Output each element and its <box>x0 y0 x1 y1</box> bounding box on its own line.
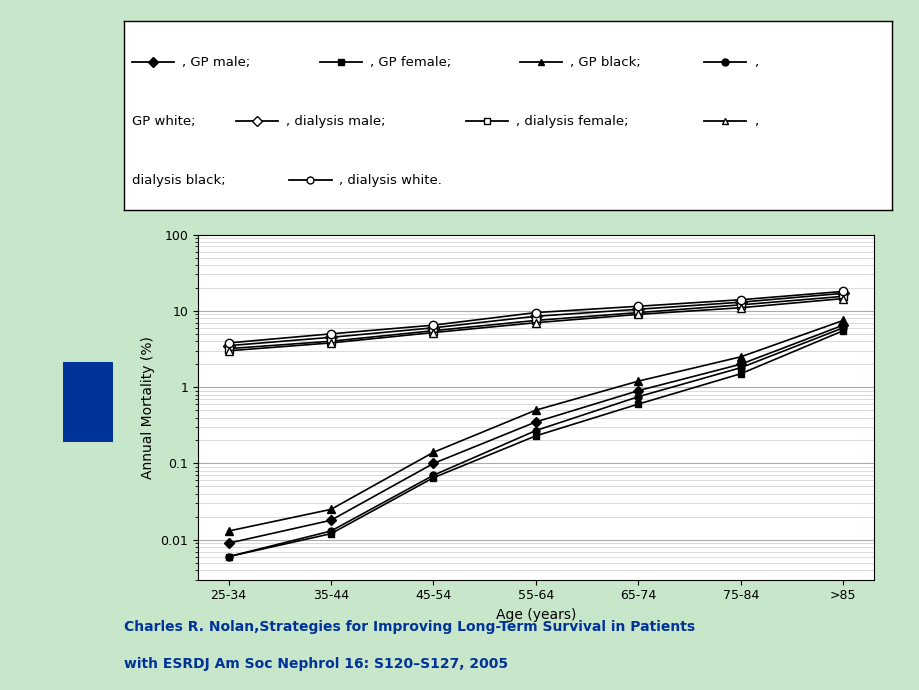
Text: ,: , <box>754 115 757 128</box>
Text: GP white;: GP white; <box>131 115 195 128</box>
Text: , dialysis white.: , dialysis white. <box>339 174 442 186</box>
Text: dialysis black;: dialysis black; <box>131 174 225 186</box>
Text: , GP black;: , GP black; <box>569 56 640 69</box>
Y-axis label: Annual Mortality (%): Annual Mortality (%) <box>141 335 154 479</box>
X-axis label: Age (years): Age (years) <box>495 608 575 622</box>
Text: ,: , <box>754 56 757 69</box>
Text: , GP female;: , GP female; <box>369 56 451 69</box>
Text: , dialysis male;: , dialysis male; <box>285 115 385 128</box>
Text: with ESRDJ Am Soc Nephrol 16: S120–S127, 2005: with ESRDJ Am Soc Nephrol 16: S120–S127,… <box>124 657 508 671</box>
Text: , dialysis female;: , dialysis female; <box>516 115 628 128</box>
Text: Charles R. Nolan,Strategies for Improving Long-Term Survival in Patients: Charles R. Nolan,Strategies for Improvin… <box>124 620 695 634</box>
Text: , GP male;: , GP male; <box>182 56 250 69</box>
